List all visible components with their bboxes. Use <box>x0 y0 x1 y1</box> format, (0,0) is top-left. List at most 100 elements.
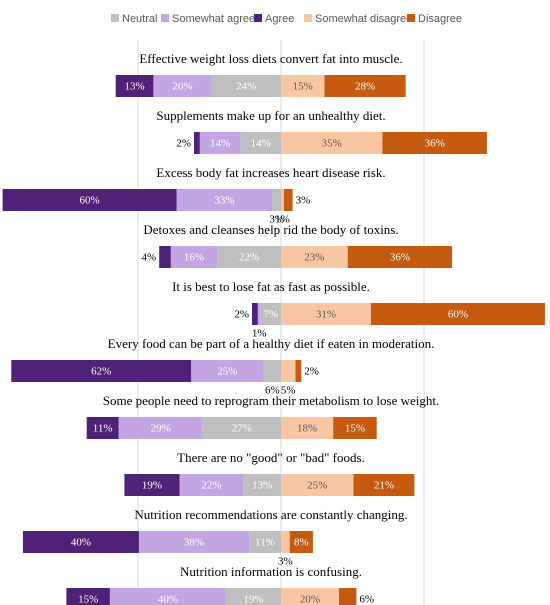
statement-label: Detoxes and cleanses help rid the body o… <box>143 222 398 237</box>
bar-agree <box>194 132 200 154</box>
bar-agree <box>252 303 258 325</box>
data-label-disagree: 36% <box>425 138 445 150</box>
bar-neutral <box>249 531 281 553</box>
bar-somewhat-disagree <box>281 588 339 605</box>
data-label-somewhat-disagree: 25% <box>307 480 327 492</box>
data-label-neutral: 11% <box>255 537 275 549</box>
data-label-neutral: 22% <box>239 252 259 264</box>
data-label-somewhat-agree: 29% <box>151 423 171 435</box>
data-label-agree: 4% <box>142 252 157 264</box>
bar-agree <box>115 75 154 97</box>
data-label-somewhat-agree: 38% <box>184 537 204 549</box>
bar-somewhat-agree <box>257 303 261 325</box>
bar-somewhat-agree <box>138 531 250 553</box>
bar-agree <box>159 246 171 268</box>
chart-row: Effective weight loss diets convert fat … <box>115 51 406 97</box>
data-label-disagree: 36% <box>390 252 410 264</box>
data-label-neutral: 3% <box>269 214 284 226</box>
data-label-somewhat-disagree: 15% <box>293 81 313 93</box>
bar-somewhat-agree <box>170 246 218 268</box>
data-label-agree: 40% <box>71 537 91 549</box>
bar-somewhat-disagree <box>281 246 348 268</box>
chart-row: Every food can be part of a healthy diet… <box>11 336 434 397</box>
bar-neutral <box>260 303 281 325</box>
data-label-somewhat-agree: 20% <box>172 81 192 93</box>
statement-label: Nutrition recommendations are constantly… <box>134 507 407 522</box>
data-label-somewhat-disagree: 5% <box>281 385 296 397</box>
data-label-neutral: 7% <box>264 309 279 321</box>
bar-somewhat-disagree <box>281 132 383 154</box>
statement-label: Nutrition information is confusing. <box>180 564 362 579</box>
bar-somewhat-agree <box>118 417 203 439</box>
bar-disagree <box>283 189 293 211</box>
bar-neutral <box>225 588 281 605</box>
data-label-somewhat-agree: 1% <box>252 328 267 340</box>
data-label-agree: 19% <box>142 480 162 492</box>
data-label-agree: 13% <box>124 81 144 93</box>
statement-label: Effective weight loss diets convert fat … <box>139 51 402 66</box>
bar-agree <box>22 531 139 553</box>
bar-somewhat-disagree <box>281 531 290 553</box>
data-label-neutral: 6% <box>265 385 280 397</box>
bar-somewhat-agree <box>179 474 244 496</box>
data-label-somewhat-agree: 22% <box>201 480 221 492</box>
data-label-disagree: 8% <box>294 537 309 549</box>
chart-row: Supplements make up for an unhealthy die… <box>156 108 487 154</box>
chart-row: It is best to lose fat as fast as possib… <box>172 279 545 340</box>
data-label-disagree: 15% <box>345 423 365 435</box>
bar-disagree <box>333 417 377 439</box>
data-label-neutral: 19% <box>243 594 263 605</box>
legend-swatch-disagree <box>407 14 415 22</box>
legend-swatch-somewhat_agree <box>161 14 169 22</box>
bar-neutral <box>272 189 281 211</box>
data-label-somewhat-disagree: 23% <box>304 252 324 264</box>
data-label-somewhat-agree: 33% <box>214 195 234 207</box>
statement-label: Every food can be part of a healthy diet… <box>108 336 435 351</box>
bar-agree <box>86 417 119 439</box>
data-label-somewhat-disagree: 18% <box>297 423 317 435</box>
bar-disagree <box>324 75 406 97</box>
chart-row: Some people need to reprogram their meta… <box>86 393 439 439</box>
bar-somewhat-disagree <box>281 303 371 325</box>
legend-label-agree: Agree <box>265 13 294 25</box>
statement-label: Excess body fat increases heart disease … <box>156 165 385 180</box>
bar-disagree <box>295 360 302 382</box>
bar-disagree <box>382 132 487 154</box>
data-label-neutral: 14% <box>251 138 271 150</box>
data-label-somewhat-agree: 14% <box>210 138 230 150</box>
data-label-neutral: 27% <box>232 423 252 435</box>
data-label-somewhat-disagree: 35% <box>322 138 342 150</box>
bar-somewhat-agree <box>176 189 273 211</box>
data-label-disagree: 21% <box>374 480 394 492</box>
bar-agree <box>2 189 177 211</box>
legend-swatch-neutral <box>111 14 119 22</box>
bar-neutral <box>263 360 281 382</box>
data-label-disagree: 2% <box>304 366 319 378</box>
legend-label-disagree: Disagree <box>418 13 462 25</box>
data-label-somewhat-agree: 16% <box>184 252 204 264</box>
bar-neutral <box>211 75 281 97</box>
data-label-somewhat-disagree: 3% <box>278 556 293 568</box>
chart-rows: Effective weight loss diets convert fat … <box>2 51 545 605</box>
data-label-somewhat-disagree: 1% <box>275 214 290 226</box>
chart-row: Nutrition recommendations are constantly… <box>22 507 408 568</box>
statement-label: It is best to lose fat as fast as possib… <box>172 279 370 294</box>
data-label-disagree: 28% <box>355 81 375 93</box>
data-label-disagree: 60% <box>448 309 468 321</box>
data-label-somewhat-disagree: 31% <box>316 309 336 321</box>
statement-label: Supplements make up for an unhealthy die… <box>156 108 385 123</box>
data-label-neutral: 13% <box>252 480 272 492</box>
chart-row: There are no "good" or "bad" foods. 13% 22… <box>124 450 415 496</box>
legend: Neutral Somewhat agree Agree Somewhat disag… <box>111 13 462 25</box>
legend-swatch-somewhat_disagree <box>304 14 312 22</box>
legend-label-somewhat_agree: Somewhat agree <box>172 13 255 25</box>
data-label-agree: 2% <box>176 138 191 150</box>
bar-somewhat-disagree <box>281 360 296 382</box>
data-label-agree: 60% <box>80 195 100 207</box>
chart-row: Detoxes and cleanses help rid the body o… <box>142 222 453 268</box>
chart-row: Excess body fat increases heart disease … <box>2 165 386 226</box>
legend-label-neutral: Neutral <box>122 13 157 25</box>
legend-swatch-agree <box>254 14 262 22</box>
statement-label: There are no "good" or "bad" foods. <box>177 450 365 465</box>
